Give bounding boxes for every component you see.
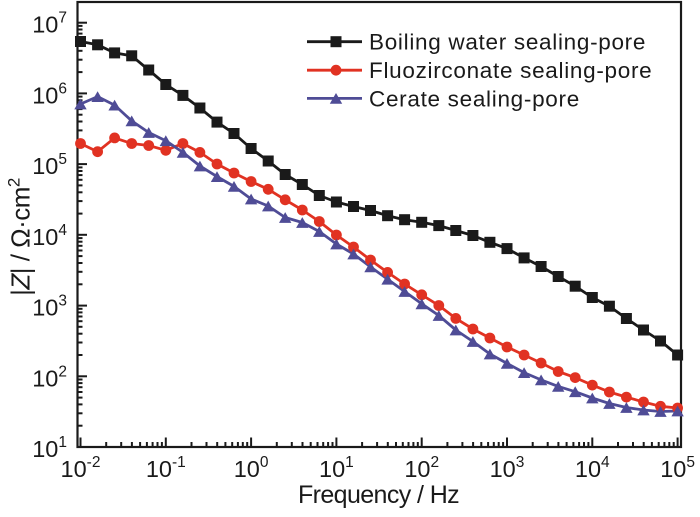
svg-text:10-2: 10-2 <box>61 454 101 482</box>
svg-text:101: 101 <box>32 434 67 462</box>
svg-text:Frequency / Hz: Frequency / Hz <box>298 481 459 509</box>
svg-text:Fluozirconate sealing-pore: Fluozirconate sealing-pore <box>369 58 652 83</box>
svg-text:Boiling water sealing-pore: Boiling water sealing-pore <box>369 30 646 55</box>
svg-text:Cerate sealing-pore: Cerate sealing-pore <box>369 86 580 111</box>
svg-text:|Z| / Ω·cm2: |Z| / Ω·cm2 <box>5 178 36 296</box>
